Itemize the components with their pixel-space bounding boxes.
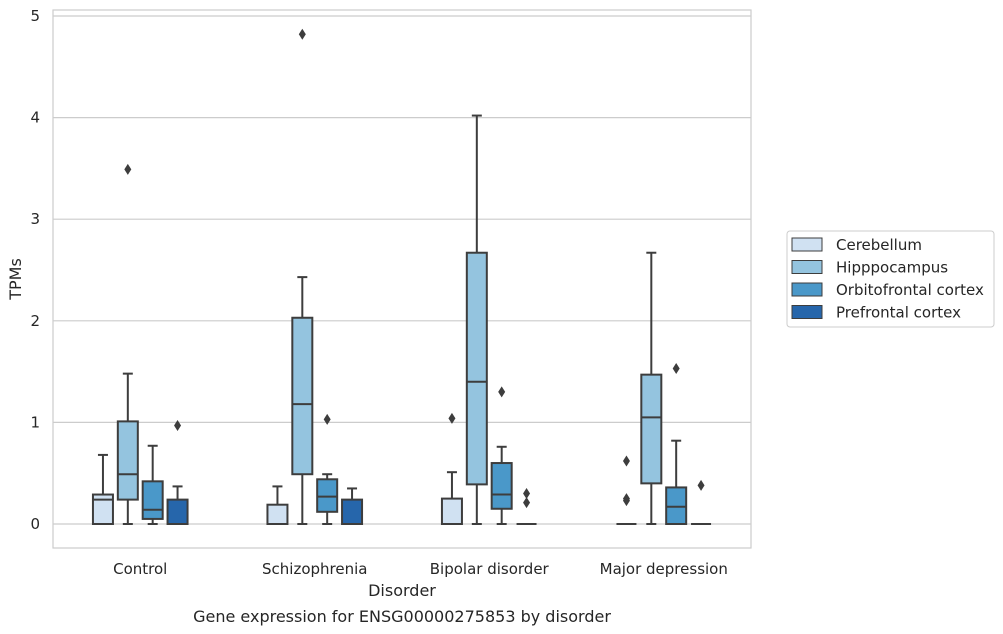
box-plot <box>291 28 314 525</box>
legend-label: Prefrontal cortex <box>836 304 961 322</box>
box-plot <box>691 479 712 525</box>
legend-swatch <box>791 260 823 274</box>
legend-label: Orbitofrontal cortex <box>836 281 984 299</box>
box-plot <box>516 488 537 525</box>
y-tick-label: 2 <box>30 312 40 330</box>
box <box>266 503 289 526</box>
legend-label: Cerebellum <box>836 236 922 254</box>
outlier-point <box>672 363 680 375</box>
box-plot <box>341 487 364 525</box>
y-tick-label: 0 <box>30 515 40 533</box>
y-tick-label: 4 <box>30 109 40 127</box>
x-tick-label: Bipolar disorder <box>430 560 550 578</box>
legend: Cerebellum Hipppocampus Orbitofrontal cort… <box>786 230 995 328</box>
x-axis-label: Disorder <box>368 581 436 600</box>
box <box>141 480 164 520</box>
legend-label: Hipppocampus <box>836 259 948 277</box>
box-plot <box>440 412 463 526</box>
box-plot <box>490 386 513 525</box>
box <box>465 251 488 486</box>
box <box>316 478 339 513</box>
box-plot <box>640 251 663 525</box>
legend-frame <box>786 230 995 328</box>
outlier-point <box>174 419 182 431</box>
plot-area <box>52 9 752 549</box>
box <box>166 498 189 525</box>
legend-swatch <box>791 282 823 297</box>
box-plot <box>465 114 488 525</box>
box <box>490 462 513 510</box>
box <box>291 316 314 476</box>
box <box>640 373 663 485</box>
box-plot <box>166 419 189 525</box>
y-tick-label: 1 <box>30 413 40 431</box>
y-tick-labels: 0 1 2 3 4 5 <box>30 7 40 533</box>
box <box>440 497 463 526</box>
x-tick-labels: Control Schizophrenia Bipolar disorder Majo… <box>113 560 728 578</box>
box-plot <box>141 444 164 525</box>
legend-swatch <box>791 237 823 252</box>
box-plot <box>316 413 339 525</box>
outlier-point <box>323 413 331 425</box>
y-tick-label: 5 <box>30 7 40 25</box>
box-plot <box>91 453 114 526</box>
x-tick-label: Major depression <box>600 560 728 578</box>
x-tick-label: Schizophrenia <box>262 560 367 578</box>
chart-caption: Gene expression for ENSG00000275853 by d… <box>193 607 611 626</box>
outlier-point <box>622 455 630 467</box>
box-plot <box>616 455 637 525</box>
outlier-point <box>622 495 630 507</box>
outlier-point <box>448 412 456 424</box>
box <box>665 486 688 526</box>
outlier-point <box>298 28 306 40</box>
outlier-point <box>523 497 531 509</box>
box-series <box>91 28 712 526</box>
outlier-point <box>124 163 132 175</box>
box-plot <box>665 363 688 526</box>
x-tick-label: Control <box>113 560 167 578</box>
outlier-point <box>523 488 531 500</box>
legend-swatch <box>791 305 823 319</box>
y-axis-label: TPMs <box>6 258 25 301</box>
box <box>341 498 364 525</box>
outlier-point <box>697 479 705 491</box>
box-plot <box>266 485 289 526</box>
box-plot <box>116 163 139 525</box>
box <box>116 420 139 501</box>
y-tick-label: 3 <box>30 210 40 228</box>
outlier-point <box>498 386 506 398</box>
box <box>91 493 114 526</box>
